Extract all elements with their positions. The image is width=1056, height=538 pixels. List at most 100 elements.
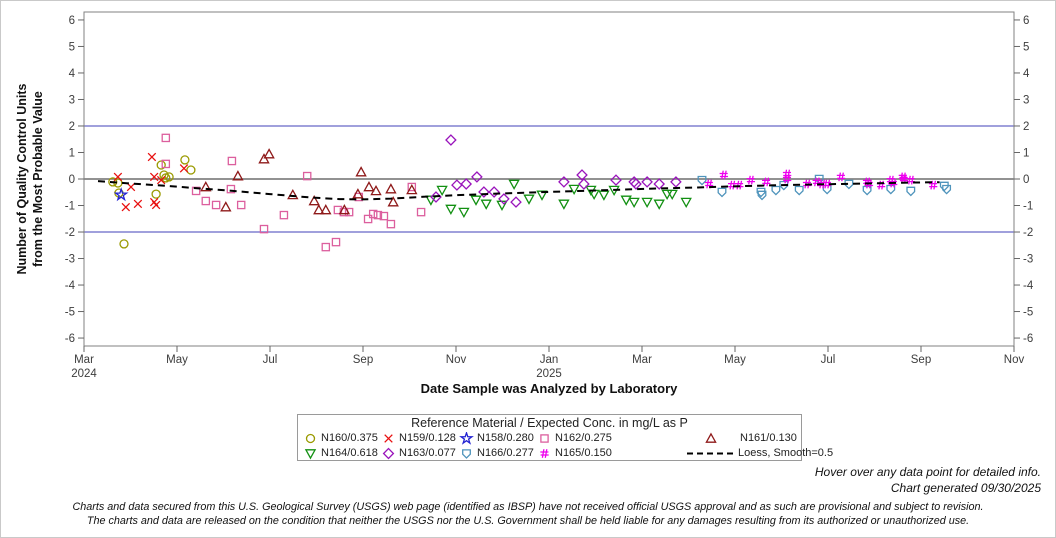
data-point-N160[interactable]: N160/0.375 : -2.45 [119,239,129,249]
data-point-N164[interactable]: N164/0.618 : -1.25 [458,207,470,219]
data-point-N162[interactable]: N162/0.275 : -1.7 [386,219,396,229]
data-point-N162[interactable]: N162/0.275 : 0.57 [161,159,171,169]
data-point-N162[interactable]: N162/0.275 : -1.25 [416,207,426,217]
data-point-N162[interactable]: N162/0.275 : -1.89 [259,224,269,234]
data-point-N161[interactable]: N161/0.130 : -0.3 [363,181,375,192]
data-point-N166[interactable]: N166/0.277 : -0.26 [939,181,949,192]
data-point-N161[interactable]: N161/0.130 : 0.94 [263,148,275,159]
data-point-N164[interactable]: N164/0.618 : -0.94 [558,199,570,210]
data-point-N166[interactable]: N166/0.277 : -0.38 [942,184,952,195]
data-point-N164[interactable]: N164/0.618 : -0.87 [641,197,653,209]
data-point-N162[interactable]: N162/0.275 : -1.32 [368,209,378,219]
data-point-N166[interactable]: N166/0.277 : -0.45 [906,186,916,197]
data-point-N164[interactable]: N164/0.618 : -0.75 [523,194,535,205]
data-point-N165[interactable]: N165/0.150 : -0.23 [928,180,938,190]
data-point-N164[interactable]: N164/0.618 : -0.79 [425,195,437,206]
data-point-N162[interactable]: N162/0.275 : -1.4 [379,211,389,221]
data-point-N166[interactable]: N166/0.277 : -0.42 [794,185,804,196]
data-point-N166[interactable]: N166/0.277 : -0.42 [771,185,781,196]
data-point-N162[interactable]: N162/0.275 : -2.57 [321,242,331,252]
data-point-N161[interactable]: N161/0.130 : 0.75 [258,153,270,164]
data-point-N163[interactable]: N163/0.077 : 0.08 [471,171,483,183]
data-point-N161[interactable]: N161/0.130 : -0.38 [385,183,397,194]
data-point-N163[interactable]: N163/0.077 : -0.23 [451,179,463,191]
data-point-N164[interactable]: N164/0.618 : -0.57 [666,189,678,201]
data-point-N164[interactable]: N164/0.618 : -0.79 [470,195,482,206]
data-point-N164[interactable]: N164/0.618 : -0.38 [568,184,580,196]
data-point-N166[interactable]: N166/0.277 : -0.38 [822,184,832,195]
data-point-N161[interactable]: N161/0.130 : 0.26 [355,166,367,177]
data-point-N165[interactable]: N165/0.150 : -0.04 [746,175,755,185]
data-point-N162[interactable]: N162/0.275 : -1.25 [344,207,354,217]
data-point-N159[interactable]: N159/0.128 : -0.94 [133,199,143,209]
data-point-N163[interactable]: N163/0.077 : 0.15 [576,169,588,181]
data-point-N159[interactable]: N159/0.128 : 0.4 [179,164,189,173]
data-point-N163[interactable]: N163/0.077 : -0.19 [653,178,666,190]
data-point-N162[interactable]: N162/0.275 : -2.38 [331,237,341,247]
data-point-N163[interactable]: N163/0.077 : -0.75 [498,193,510,205]
data-point-N161[interactable]: N161/0.130 : -0.41 [406,183,418,195]
data-point-N166[interactable]: N166/0.277 : -0.04 [697,175,707,186]
data-point-N161[interactable]: N161/0.130 : -1.17 [313,204,325,215]
data-point-N162[interactable]: N162/0.275 : 1.55 [161,133,171,143]
data-point-N159[interactable]: N159/0.128 : -0.98 [151,200,161,210]
data-point-N165[interactable]: N165/0.150 : 0 [899,174,908,184]
data-point-N162[interactable]: N162/0.275 : -0.98 [236,200,246,210]
data-point-N163[interactable]: N163/0.077 : -0.19 [630,178,642,190]
data-point-N163[interactable]: N163/0.077 : -0.11 [558,176,570,188]
data-point-N161[interactable]: N161/0.130 : -1.06 [220,201,232,212]
data-point-N166[interactable]: N166/0.277 : -0.38 [886,184,896,195]
data-point-N163[interactable]: N163/0.077 : -0.04 [610,174,622,186]
data-point-N164[interactable]: N164/0.618 : -0.87 [680,197,692,209]
data-point-N161[interactable]: N161/0.130 : 0.11 [232,170,244,181]
data-point-N162[interactable]: N162/0.275 : -1.36 [373,210,383,220]
data-point-N163[interactable]: N163/0.077 : -0.11 [641,176,653,188]
data-point-N164[interactable]: N164/0.618 : -1.13 [445,204,457,215]
data-point-N164[interactable]: N164/0.618 : -0.19 [508,179,520,190]
data-point-N165[interactable]: N165/0.150 : -0.04 [906,175,915,185]
data-point-N164[interactable]: N164/0.618 : -0.6 [598,190,610,201]
data-point-N164[interactable]: N164/0.618 : -0.42 [436,185,448,197]
data-point-N160[interactable]: N160/0.375 : 0.53 [156,160,166,170]
data-point-N159[interactable]: N159/0.128 : -0.04 [156,175,166,185]
data-point-N165[interactable]: N165/0.150 : 0.15 [719,170,728,180]
data-point-N160[interactable]: N160/0.375 : 0.72 [180,155,190,165]
data-point-N162[interactable]: N162/0.275 : -0.98 [211,200,221,210]
data-point-N162[interactable]: N162/0.275 : -0.38 [226,184,236,194]
data-point-N160[interactable]: N160/0.375 : -0.57 [151,189,161,199]
data-point-N165[interactable]: N165/0.150 : -0.11 [762,177,771,187]
data-point-N165[interactable]: N165/0.150 : -0.23 [876,180,886,190]
data-point-N164[interactable]: N164/0.618 : -0.94 [653,199,665,210]
data-point-N164[interactable]: N164/0.618 : -0.87 [628,197,640,209]
data-point-N163[interactable]: N163/0.077 : 1.47 [445,134,457,146]
data-point-N165[interactable]: N165/0.150 : -0.19 [822,179,832,189]
data-point-N162[interactable]: N162/0.275 : -1.51 [363,214,373,224]
data-point-N161[interactable]: N161/0.130 : -0.83 [308,195,320,206]
data-point-N159[interactable]: N159/0.128 : -0.3 [126,182,136,192]
data-point-N158[interactable]: N158/0.280 : -0.6 [113,187,129,202]
data-point-N161[interactable]: N161/0.130 : -0.57 [352,188,364,199]
data-point-N160[interactable]: N160/0.375 : 0.34 [186,165,196,175]
data-point-N159[interactable]: N159/0.128 : 0.08 [149,172,159,182]
data-point-N163[interactable]: N163/0.077 : -0.49 [478,186,490,198]
data-point-N162[interactable]: N162/0.275 : 0.68 [227,156,237,166]
data-point-N163[interactable]: N163/0.077 : -0.11 [670,176,682,188]
data-point-N162[interactable]: N162/0.275 : -0.83 [201,196,211,206]
data-point-N165[interactable]: N165/0.150 : 0.08 [836,172,846,182]
data-point-N165[interactable]: N165/0.150 : 0.19 [782,169,792,179]
data-point-N164[interactable]: N164/0.618 : -0.79 [620,195,632,206]
data-point-N162[interactable]: N162/0.275 : -1.36 [279,210,289,220]
data-point-N159[interactable]: N159/0.128 : 0.08 [113,172,123,182]
data-point-N165[interactable]: N165/0.150 : -0.23 [728,180,737,190]
data-point-N163[interactable]: N163/0.077 : -0.19 [460,178,473,190]
data-point-N159[interactable]: N159/0.128 : -1.06 [121,202,131,212]
data-point-N161[interactable]: N161/0.130 : -1.17 [338,204,351,215]
data-point-N161[interactable]: N161/0.130 : -0.3 [200,181,212,192]
data-point-N166[interactable]: N166/0.277 : -0.6 [757,190,767,201]
data-point-N165[interactable]: N165/0.150 : -0.23 [735,180,744,190]
data-point-N163[interactable]: N163/0.077 : -0.49 [488,186,500,198]
data-point-N161[interactable]: N161/0.130 : -1.17 [320,204,332,215]
data-point-N162[interactable]: N162/0.275 : 0.11 [302,171,312,181]
data-point-N166[interactable]: N166/0.277 : -0.49 [717,187,727,198]
data-point-N161[interactable]: N161/0.130 : -0.87 [387,196,399,207]
